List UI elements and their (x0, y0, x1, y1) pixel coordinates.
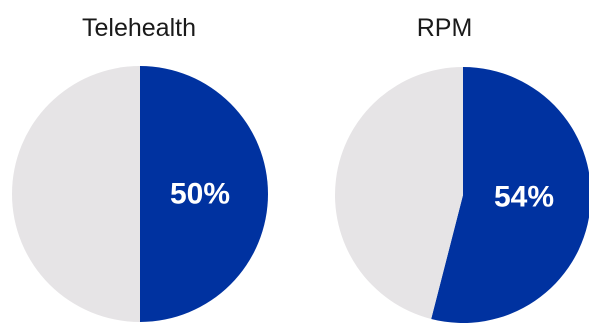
chart-title: RPM (416, 14, 473, 42)
pie-slice-yes (140, 66, 268, 322)
pie-chart-svg: 50% (12, 66, 268, 322)
rpm-chart: RPM 54% (300, 0, 589, 323)
data-label: 50% (170, 178, 230, 211)
pie-slice-no (12, 66, 140, 322)
chart-title: Telehealth (82, 14, 196, 42)
pie-slice-no (334, 67, 463, 319)
pie-slice-yes (431, 67, 589, 323)
pie-chart-svg: 54% (334, 67, 589, 323)
data-label: 54% (494, 181, 554, 214)
telehealth-chart: Telehealth 50% (12, 14, 268, 322)
